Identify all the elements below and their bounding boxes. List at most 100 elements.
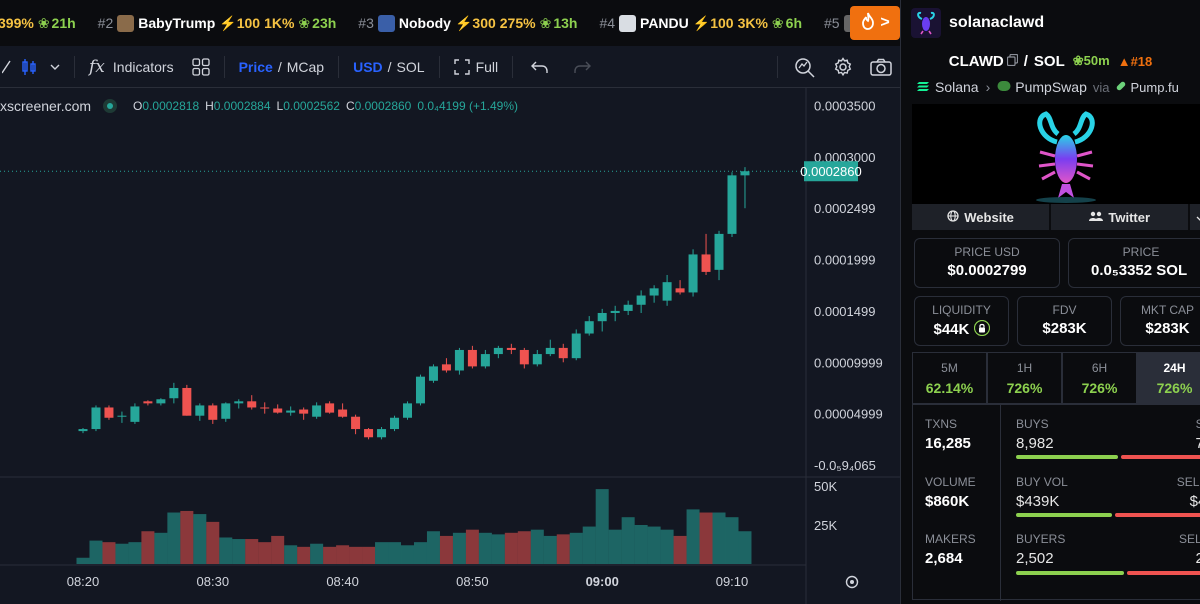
volume-bar [543,535,557,564]
line-tool-icon[interactable] [0,59,14,75]
chain-breadcrumb: Solana › PumpSwap via Pump.fu [901,76,1200,98]
ticker-rank: #2 [97,15,114,31]
pair-row: CLAWD / SOL ❀50m ▲#18 [901,46,1200,76]
ticker-name: PANDU [640,15,689,31]
axis-settings-icon [845,575,859,589]
candle-body [584,321,594,334]
volume-bar [608,529,622,564]
volume-bar [452,532,466,564]
launchpad-name[interactable]: Pump.fu [1130,79,1179,95]
chevron-right-icon: › [985,79,991,95]
volume-bar [401,545,414,564]
gear-icon[interactable] [824,46,862,88]
volume-bar [193,514,207,564]
tab-1h[interactable]: 1H 726% [987,352,1062,404]
seedling-icon: ❀ [771,14,784,31]
usd-sol-toggle[interactable]: USD / SOL [347,59,430,75]
candle-body [273,408,283,413]
token-banner [912,104,1200,204]
toolbar-divider [74,55,75,78]
usd-option[interactable]: USD [353,58,383,75]
tab-6h[interactable]: 6H 726% [1062,352,1137,404]
chain-name[interactable]: Solana [935,79,979,95]
pair-age-value: 50m [1083,53,1110,68]
makers-value: 2,684 [925,550,963,567]
ticker-rank: #3 [358,15,374,31]
volume-bar [712,512,726,564]
high-value: 0.0002884 [213,99,271,113]
token-name: solanaclawd [949,14,1045,31]
pill-icon [1115,79,1127,95]
ticker-item[interactable]: #4 PANDU ⚡ 100 3K% ❀ 6h [599,14,802,32]
sol-option[interactable]: SOL [396,58,425,75]
dex-name[interactable]: PumpSwap [1015,79,1087,95]
candle-body [415,376,425,404]
redo-icon[interactable] [567,60,597,74]
tab-5m-label: 5M [941,361,958,375]
price-mcap-toggle[interactable]: Price / MCap [233,59,331,75]
candle-body [558,347,568,359]
website-button[interactable]: Website [912,204,1050,230]
txns-stat: TXNS 16,285 [925,417,971,452]
price-tick-label: 0.00004999 [814,407,883,422]
candle-body [312,405,322,417]
sellers-stat: SELLERS 2,086 [1133,532,1200,567]
candlestick-plot[interactable]: 0.0003500 0.0003000 0.0002499 0.0001999 0.00… [0,88,900,604]
time-tick-label: 08:50 [456,574,489,589]
volume-label: VOLUME [925,475,976,489]
ticker-change: 1K% [264,15,295,31]
tab-5m-value: 62.14% [925,380,974,396]
twitter-button[interactable]: Twitter [1051,204,1189,230]
ticker-item[interactable]: #3 Nobody ⚡ 300 275% ❀ 13h [358,14,577,32]
candle-body [714,233,724,270]
quick-search-icon[interactable] [786,46,824,88]
price-sol-card: PRICE 0.0₅3352 SOL [1068,238,1200,288]
buy-vol-stat: BUY VOL $439K [1016,475,1068,510]
time-tick-label: 08:40 [326,574,359,589]
chart-source: xscreener.com [0,98,92,114]
volume-bar [102,542,116,564]
candle-body [390,417,400,430]
ticker-item[interactable]: 399% ❀ 21h [0,15,76,32]
volume-bar [465,529,479,564]
time-tick-label: 09:00 [586,574,619,589]
toolbar-divider [777,56,778,78]
volume-bar [245,539,259,564]
candles-style-icon[interactable] [14,58,44,76]
candle-body [441,364,451,371]
more-links-button[interactable] [1190,204,1200,230]
tab-24h[interactable]: 24H 726% [1137,352,1200,404]
mcap-option[interactable]: MCap [286,58,325,75]
indicators-button[interactable]: fx Indicators [83,57,180,77]
ticker-item[interactable]: #2 BabyTrump ⚡ 100 1K% ❀ 23h [97,14,336,32]
copy-icon[interactable] [1006,53,1018,70]
volume-bar [115,543,129,564]
price-sol-label: PRICE [1122,245,1160,259]
candle-body [260,407,270,409]
candle-body [377,429,387,438]
ticker-boost: 100 [710,15,734,31]
buy-vol-label: BUY VOL [1016,475,1068,489]
volume-tick-label: 25K [814,518,837,533]
volume-bar [349,546,363,564]
price-option[interactable]: Price [238,58,273,75]
candle-body [688,254,698,293]
trending-fire-button[interactable]: > [850,6,900,40]
candle-body [623,304,633,311]
fullscreen-button[interactable]: Full [448,59,505,75]
camera-icon[interactable] [862,46,900,88]
buys-stat: BUYS 8,982 [1016,417,1054,452]
volume-bar [621,517,635,564]
time-tick-label: 08:20 [67,574,100,589]
layout-grid-icon[interactable] [186,57,216,76]
chevron-down-icon[interactable] [44,64,66,70]
candle-body [701,254,711,272]
candle-body [532,354,542,365]
candle-body [234,401,244,404]
undo-icon[interactable] [525,60,555,74]
sell-vol-label: SELL VOL [1176,475,1200,489]
tab-5m[interactable]: 5M 62.14% [912,352,987,404]
volume-bar [128,542,142,564]
volume-bar [491,534,505,564]
price-chart[interactable]: xscreener.com O 0.0002818 H 0.0002884 L 0.0… [0,88,900,604]
